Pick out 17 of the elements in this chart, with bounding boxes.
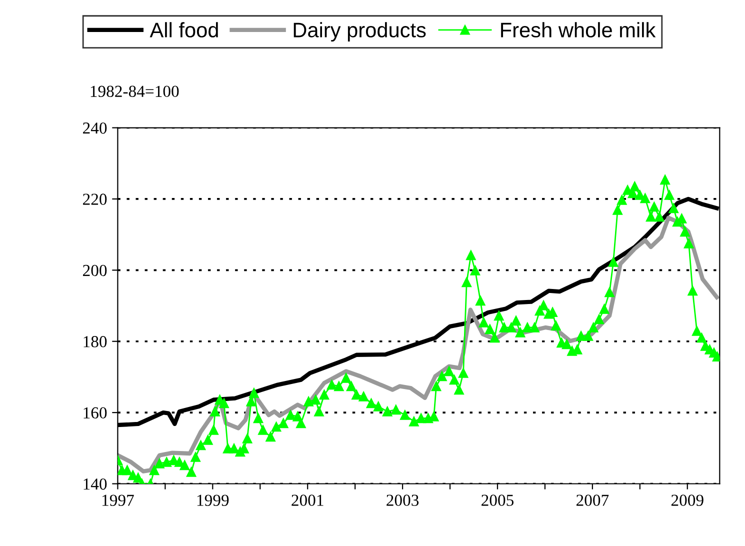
- x-tick-label: 2007: [576, 494, 609, 506]
- x-tick-label: 1997: [102, 494, 134, 506]
- legend-label: Dairy products: [294, 22, 426, 42]
- text: 1982-84=100: [90, 86, 179, 97]
- x-tick-label: 2005: [482, 494, 514, 506]
- x-tick-label: 1999: [197, 494, 229, 506]
- y-tick-label: 160: [84, 407, 107, 419]
- legend-label: Fresh whole milk: [501, 22, 656, 38]
- y-tick-label: 180: [84, 336, 107, 348]
- x-tick-label: 2003: [386, 494, 419, 506]
- y-tick-label: 240: [83, 122, 107, 134]
- y-tick-label: 220: [83, 194, 107, 205]
- y-tick-label: 140: [84, 478, 107, 490]
- y-tick-label: 200: [83, 264, 107, 276]
- legend-label: All food: [150, 22, 218, 38]
- x-tick-label: 2009: [671, 494, 704, 506]
- x-tick-label: 2001: [292, 494, 324, 506]
